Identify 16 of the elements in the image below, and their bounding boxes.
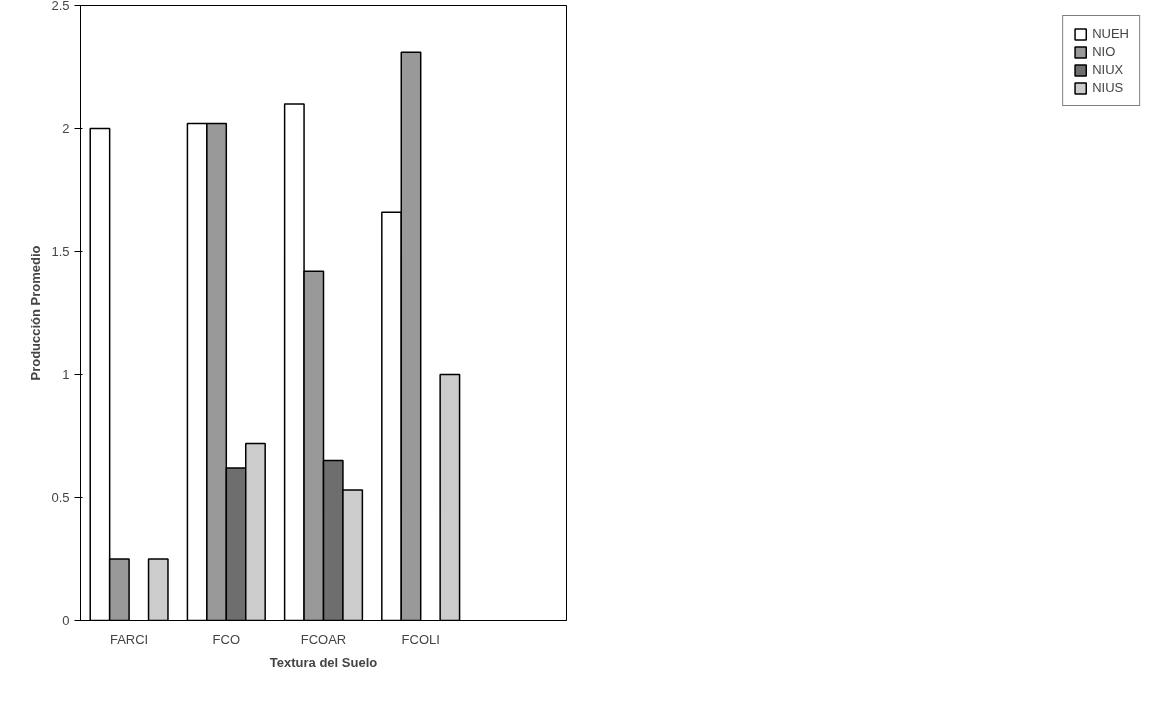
legend-label: NIUS	[1092, 80, 1124, 95]
y-axis-title: Producción Promedio	[28, 245, 44, 381]
y-tick-label: 0.5	[51, 490, 70, 505]
x-axis-title: Textura del Suelo	[269, 654, 378, 670]
y-tick-label: 0	[62, 613, 70, 628]
x-tick-label: FARCI	[109, 631, 149, 647]
x-tick-label: FCOAR	[300, 631, 347, 647]
x-tick-label: FCOLI	[401, 631, 440, 647]
legend-label: NUEH	[1092, 26, 1129, 41]
x-tick-label: FCO	[212, 631, 241, 647]
y-tick-label: 1.5	[51, 244, 70, 259]
legend-label: NIUX	[1092, 62, 1124, 77]
y-tick-label: 1	[62, 367, 70, 382]
y-tick-label: 2	[62, 121, 70, 136]
legend-label: NIO	[1092, 44, 1116, 59]
y-tick-label: 2.5	[51, 0, 70, 13]
